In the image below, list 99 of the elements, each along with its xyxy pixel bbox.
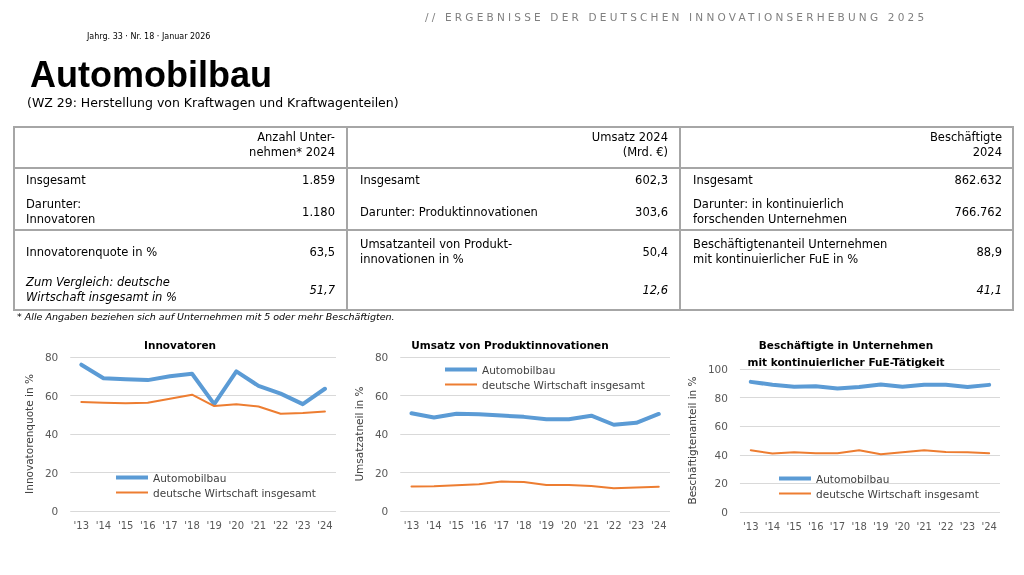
x-tick-label: '14 <box>764 520 781 532</box>
x-tick-label: '23 <box>628 519 645 531</box>
x-tick-label: '16 <box>471 519 487 531</box>
x-tick-label: '21 <box>916 520 932 532</box>
text: (WZ 29: Herstellung von Kraftwagen und Kraftwagenteilen) <box>27 95 399 111</box>
x-tick-label: '17 <box>162 519 178 531</box>
chart-title: Beschäftigte in Unternehmen mit kontinuierlicher FuE-Tätigkeit <box>747 338 945 368</box>
x-tick-label: '20 <box>228 519 245 531</box>
x-tick-label: '15 <box>448 519 465 531</box>
x-tick-label: '22 <box>272 519 289 531</box>
x-tick-label: '19 <box>206 519 222 531</box>
y-tick-label: 0 <box>721 506 728 518</box>
x-tick-label: '23 <box>295 519 311 531</box>
line-series <box>80 393 326 415</box>
text: Insgesamt <box>26 172 86 188</box>
x-tick-label: '21 <box>250 519 267 531</box>
x-tick-label: '14 <box>426 519 442 531</box>
line-series <box>409 411 661 427</box>
text: * Alle Angaben beziehen sich auf Unternehmen mit 5 oder mehr Beschäftigten. <box>17 311 395 323</box>
legend-label: deutsche Wirtschaft insgesamt <box>816 487 979 500</box>
y-tick-label: 20 <box>714 477 728 490</box>
y-tick-label: 60 <box>44 389 59 402</box>
text: Umsatz 2024 (Mrd. €) <box>591 130 668 160</box>
text: Darunter: Innovatoren <box>26 197 96 227</box>
chart-title: Umsatz von Produktinnovationen <box>411 338 609 351</box>
y-tick-label: 40 <box>714 448 728 461</box>
legend-label: Automobilbau <box>153 471 227 484</box>
text: 41,1 <box>976 282 1002 298</box>
text: 303,6 <box>635 204 668 220</box>
text: 862.632 <box>954 172 1002 188</box>
text: 51,7 <box>309 282 335 298</box>
x-tick-label: '18 <box>516 519 532 531</box>
x-tick-label: '13 <box>73 519 90 531</box>
y-tick-label: 60 <box>714 420 728 433</box>
y-tick-label: 100 <box>707 363 728 375</box>
text: 12,6 <box>642 282 668 298</box>
y-tick-label: 80 <box>714 391 728 404</box>
x-tick-label: '15 <box>117 519 134 531</box>
text: Umsatzanteil von Produkt- innovationen in % <box>360 237 513 267</box>
text: 63,5 <box>309 244 335 260</box>
x-tick-label: '21 <box>583 519 600 531</box>
text: 50,4 <box>642 244 668 260</box>
text: Jahrg. 33 · Nr. 18 · Januar 2026 <box>87 31 211 42</box>
x-tick-label: '22 <box>606 519 622 531</box>
text: 88,9 <box>976 244 1002 260</box>
x-tick-label: '24 <box>317 519 333 531</box>
chart-title: Innovatoren <box>143 338 217 351</box>
y-tick-label: 0 <box>51 505 59 517</box>
y-axis-title: Innovatorenquote in % <box>22 374 35 494</box>
text: Beschäftigtenanteil Unternehmen mit kontinuierlicher FuE in % <box>693 237 888 267</box>
text: Automobilbau <box>30 54 272 96</box>
x-tick-label: '13 <box>743 520 759 532</box>
y-tick-label: 40 <box>374 428 389 440</box>
text: Beschäftigte 2024 <box>929 130 1002 160</box>
x-tick-label: '17 <box>829 520 846 532</box>
text: Insgesamt <box>693 172 753 188</box>
legend-label: Automobilbau <box>816 472 890 485</box>
legend-label: Automobilbau <box>482 363 556 376</box>
x-tick-label: '20 <box>561 519 577 531</box>
y-tick-label: 20 <box>374 466 389 479</box>
text: 1.180 <box>302 204 335 220</box>
x-tick-label: '18 <box>184 519 200 531</box>
y-tick-label: 40 <box>44 428 59 440</box>
y-tick-label: 20 <box>44 466 59 479</box>
line-series <box>748 379 992 391</box>
y-axis-title: Umsatzatneil in % <box>352 386 365 482</box>
x-tick-label: '18 <box>851 520 867 532</box>
text: Insgesamt <box>360 172 420 188</box>
y-tick-label: 60 <box>374 389 389 402</box>
text: Zum Vergleich: deutsche Wirtschaft insgesamt in % <box>26 275 177 305</box>
x-tick-label: '17 <box>493 519 510 531</box>
x-tick-label: '13 <box>403 519 420 531</box>
x-tick-label: '24 <box>651 519 667 531</box>
text: Darunter: in kontinuierlich forschenden Unternehmen <box>693 197 848 227</box>
x-tick-label: '23 <box>959 520 976 532</box>
x-tick-label: '16 <box>808 520 824 532</box>
x-tick-label: '15 <box>786 520 802 532</box>
x-tick-label: '16 <box>140 519 156 531</box>
y-axis-title: Beschäftigtenanteil in % <box>685 376 698 505</box>
text: Darunter: Produktinnovationen <box>360 204 538 220</box>
x-tick-label: '22 <box>938 520 954 532</box>
text: Innovatorenquote in % <box>26 244 158 260</box>
legend-label: deutsche Wirtschaft insgesamt <box>482 378 645 391</box>
legend-label: deutsche Wirtschaft insgesamt <box>153 486 316 499</box>
line-series <box>79 362 327 407</box>
x-tick-label: '14 <box>95 519 112 531</box>
text: Anzahl Unter- nehmen* 2024 <box>249 130 335 160</box>
x-tick-label: '24 <box>981 520 997 532</box>
x-tick-label: '19 <box>538 519 555 531</box>
y-tick-label: 80 <box>44 351 59 363</box>
text: 602,3 <box>635 172 668 188</box>
y-tick-label: 80 <box>374 351 389 363</box>
x-tick-label: '19 <box>873 520 889 532</box>
line-series <box>410 480 660 490</box>
x-tick-label: '20 <box>894 520 911 532</box>
text: // ERGEBNISSE DER DEUTSCHEN INNOVATIONSERHEBUNG 2025 <box>425 10 928 24</box>
text: 766.762 <box>954 204 1002 220</box>
y-tick-label: 0 <box>381 505 389 517</box>
text: 1.859 <box>302 172 335 188</box>
